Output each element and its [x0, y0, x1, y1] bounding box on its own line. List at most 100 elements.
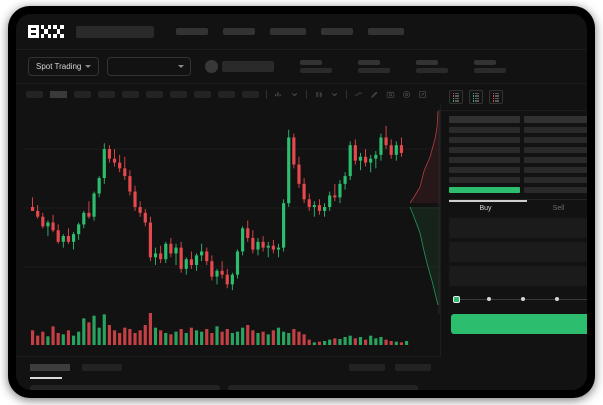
indicators-icon[interactable]: [274, 90, 283, 99]
nav-item-4[interactable]: [368, 28, 404, 35]
orderbook-row[interactable]: [449, 146, 520, 153]
tab-sell[interactable]: Sell: [552, 205, 565, 212]
trading-pair-select[interactable]: [107, 57, 192, 76]
stat-value: [416, 68, 449, 73]
orderbook-trade-panel: Buy Sell: [441, 84, 587, 390]
orders-card-1[interactable]: [228, 385, 418, 390]
slider-step-50[interactable]: [521, 297, 525, 301]
market-stat-2: [416, 60, 449, 73]
stat-key: [416, 60, 439, 65]
nav-item-3[interactable]: [321, 28, 353, 35]
orders-bottom-panel: [16, 356, 441, 390]
orderbook-mode-both-icon[interactable]: [449, 90, 463, 104]
candlestick-chart[interactable]: [16, 104, 441, 309]
search-input[interactable]: [76, 25, 154, 38]
orders-tab-0[interactable]: [30, 364, 70, 371]
timeframe-5[interactable]: [146, 90, 163, 98]
stat-key: [300, 60, 323, 65]
orderbook-header-left: [449, 116, 520, 123]
order-price-field[interactable]: [449, 218, 587, 238]
timeframe-9[interactable]: [242, 90, 259, 98]
orderbook-column-right: [524, 116, 587, 193]
market-stat-3: [474, 60, 507, 73]
orderbook-display-modes: [441, 84, 587, 111]
logo-glyph-o: [28, 25, 39, 38]
stat-key: [358, 60, 381, 65]
orderbook-row[interactable]: [524, 146, 587, 153]
orders-tab-1[interactable]: [82, 364, 122, 371]
orderbook-row[interactable]: [449, 156, 520, 163]
timeframe-0[interactable]: [26, 90, 43, 98]
timeframe-4[interactable]: [122, 90, 139, 98]
slider-handle[interactable]: [453, 296, 460, 303]
orderbook-row[interactable]: [449, 166, 520, 173]
okx-logo[interactable]: [28, 25, 64, 38]
chevron-down-icon[interactable]: [330, 90, 339, 99]
timeframe-2[interactable]: [74, 90, 91, 98]
tab-buy[interactable]: Buy: [479, 205, 492, 212]
submit-buy-button[interactable]: [451, 314, 587, 334]
chevron-down-icon: [178, 65, 185, 68]
logo-glyph-k: [40, 25, 52, 38]
orders-card-list: [16, 371, 441, 390]
timeframe-3[interactable]: [98, 90, 115, 98]
camera-icon[interactable]: [386, 90, 395, 99]
orderbook-row[interactable]: [524, 126, 587, 133]
nav-item-1[interactable]: [223, 28, 255, 35]
nav-item-0[interactable]: [176, 28, 208, 35]
pencil-icon[interactable]: [370, 90, 379, 99]
nav-items: [176, 28, 404, 35]
market-type-label: Spot Trading: [36, 62, 82, 71]
orders-card-0[interactable]: [30, 385, 220, 390]
timeframe-1[interactable]: [50, 90, 67, 98]
pair-avatar-icon: [205, 60, 219, 73]
orderbook-mode-buy-only-icon[interactable]: [469, 90, 483, 104]
chevron-down-icon: [85, 65, 92, 68]
settings-icon[interactable]: [402, 90, 411, 99]
slider-step-75[interactable]: [555, 297, 559, 301]
orders-actions: [349, 364, 431, 371]
slider-step-25[interactable]: [487, 297, 491, 301]
order-total-field[interactable]: [449, 266, 587, 286]
orders-action-1[interactable]: [395, 364, 431, 371]
chart-type-icon[interactable]: [314, 90, 323, 99]
market-stats: [300, 60, 507, 73]
orderbook-row[interactable]: [449, 136, 520, 143]
orderbook-row[interactable]: [524, 186, 587, 193]
toolbar-divider: [266, 89, 267, 99]
orderbook-row[interactable]: [449, 176, 520, 183]
orderbook-column-left: [449, 116, 520, 193]
orderbook-row[interactable]: [524, 176, 587, 183]
price-chart-panel[interactable]: [16, 104, 441, 356]
orderbook-row[interactable]: [524, 156, 587, 163]
orderbook-row[interactable]: [449, 126, 520, 133]
toolbar-divider: [306, 89, 307, 99]
top-navigation-bar: [16, 14, 587, 50]
market-type-dropdown[interactable]: Spot Trading: [28, 57, 100, 76]
orderbook-row[interactable]: [524, 166, 587, 173]
timeframe-8[interactable]: [218, 90, 235, 98]
active-side-underline: [449, 200, 527, 202]
stat-value: [358, 68, 391, 73]
chevron-down-icon[interactable]: [290, 90, 299, 99]
device-frame: Spot Trading: [8, 6, 595, 398]
orderbook-rows[interactable]: [441, 111, 587, 193]
orderbook-row-highlighted[interactable]: [449, 186, 520, 193]
orderbook-mode-sell-only-icon[interactable]: [489, 90, 503, 104]
fullscreen-icon[interactable]: [418, 90, 427, 99]
stat-key: [474, 60, 497, 65]
market-sub-header: Spot Trading: [16, 50, 587, 84]
volume-chart: [30, 313, 409, 345]
nav-item-2[interactable]: [270, 28, 306, 35]
pair-name-label: [222, 61, 275, 72]
order-amount-slider[interactable]: [453, 295, 587, 305]
line-tool-icon[interactable]: [354, 90, 363, 99]
active-tab-underline: [30, 377, 62, 379]
orderbook-row[interactable]: [524, 136, 587, 143]
timeframe-7[interactable]: [194, 90, 211, 98]
orders-action-0[interactable]: [349, 364, 385, 371]
market-stat-0: [300, 60, 333, 73]
timeframe-6[interactable]: [170, 90, 187, 98]
order-form: [441, 212, 587, 286]
order-amount-field[interactable]: [449, 242, 587, 262]
